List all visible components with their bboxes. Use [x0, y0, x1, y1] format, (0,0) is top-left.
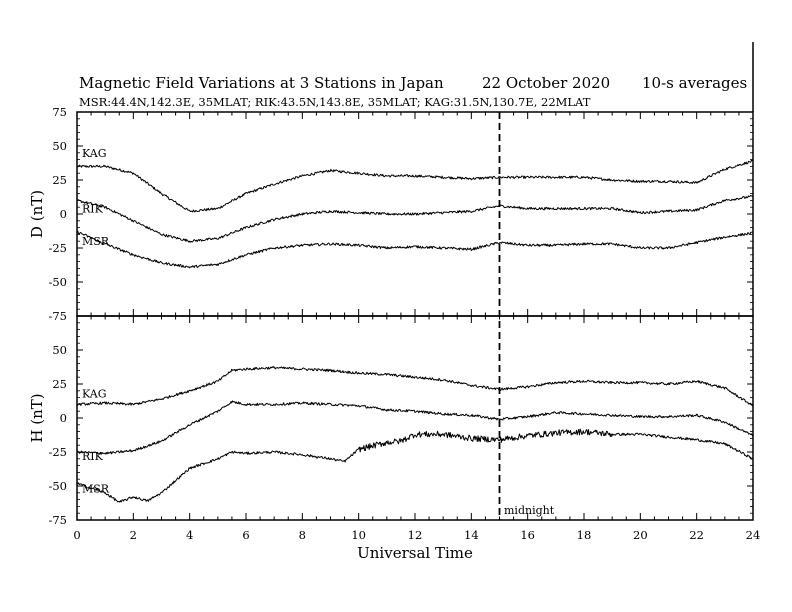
series-line-rik [76, 195, 754, 243]
x-tick-label: 4 [186, 528, 193, 542]
x-tick-label: 16 [520, 528, 535, 542]
chart-averaging: 10-s averages [642, 74, 747, 92]
d-panel-frame [76, 111, 754, 317]
series-label-rik: RIK [82, 203, 104, 216]
chart-date: 22 October 2020 [482, 74, 610, 92]
x-tick-label: 8 [299, 528, 306, 542]
y-tick-label: -25 [48, 445, 67, 459]
y-tick-label: 0 [60, 207, 67, 221]
series-line-kag [76, 159, 754, 213]
series-line-msr [76, 230, 754, 269]
x-tick-label: 22 [689, 528, 704, 542]
series-line-rik [76, 400, 754, 455]
h-panel-frame [76, 315, 754, 521]
d-axis-title: D (nT) [28, 190, 46, 238]
x-tick-label: 20 [633, 528, 648, 542]
y-tick-label: 50 [52, 139, 67, 153]
chart-title: Magnetic Field Variations at 3 Stations … [79, 74, 444, 92]
x-tick-label: 10 [351, 528, 366, 542]
y-tick-label: 25 [52, 173, 67, 187]
y-tick-label: -75 [48, 513, 67, 527]
series-label-msr: MSR [82, 483, 110, 496]
y-tick-label: -50 [48, 479, 67, 493]
x-tick-label: 18 [577, 528, 592, 542]
series-label-kag: KAG [82, 147, 107, 160]
x-axis-title: Universal Time [357, 544, 473, 562]
y-tick-label: 50 [52, 343, 67, 357]
y-tick-label: 75 [52, 105, 67, 119]
series-label-rik: RIK [82, 450, 104, 463]
h-axis-title: H (nT) [28, 393, 46, 442]
midnight-label: midnight [504, 504, 555, 517]
y-tick-label: 25 [52, 377, 67, 391]
x-tick-label: 0 [73, 528, 80, 542]
x-tick-label: 14 [464, 528, 479, 542]
series-label-kag: KAG [82, 388, 107, 401]
y-tick-label: -75 [48, 309, 67, 323]
y-tick-label: -25 [48, 241, 67, 255]
series-line-msr [76, 428, 754, 503]
station-coordinates: MSR:44.4N,142.3E, 35MLAT; RIK:43.5N,143.… [79, 95, 591, 109]
x-tick-label: 12 [408, 528, 423, 542]
y-tick-label: -50 [48, 275, 67, 289]
series-line-kag [76, 366, 754, 407]
x-tick-label: 6 [242, 528, 249, 542]
series-label-msr: MSR [82, 235, 110, 248]
y-tick-label: 0 [60, 411, 67, 425]
x-tick-label: 24 [746, 528, 761, 542]
x-tick-label: 2 [130, 528, 137, 542]
